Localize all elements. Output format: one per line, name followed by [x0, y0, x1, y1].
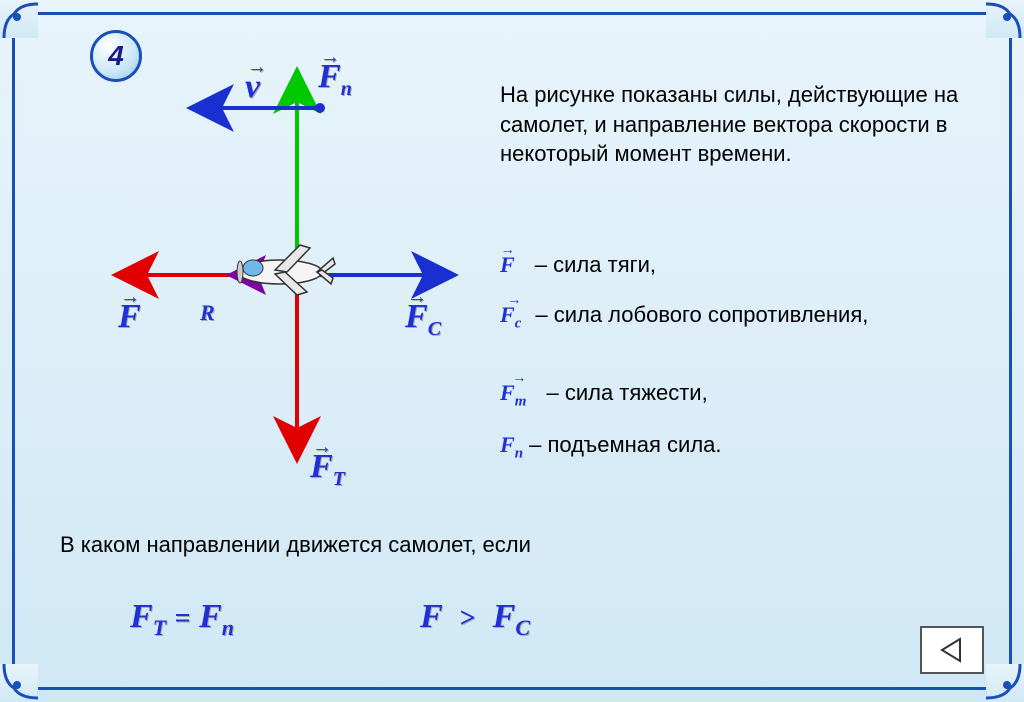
equation-1: FТ = Fп [130, 598, 234, 641]
label-r: R [200, 300, 215, 326]
equation-2: F > FС [420, 598, 530, 641]
airplane-icon [225, 240, 340, 300]
label-f-thrust: →F [118, 298, 141, 336]
corner-ornament-tr [986, 0, 1024, 38]
force-diagram: →v →Fп →F →FС →FТ R [60, 40, 490, 480]
label-f-gravity: →FТ [310, 448, 345, 491]
corner-ornament-bl [0, 664, 38, 702]
corner-ornament-tl [0, 0, 38, 38]
label-f-drag: →FС [405, 298, 441, 341]
back-button[interactable] [920, 626, 984, 674]
corner-ornament-br [986, 664, 1024, 702]
triangle-left-icon [938, 636, 966, 664]
legend-fp: Fп – подъемная сила. [500, 430, 960, 464]
legend-fc: Fс→– сила лобового сопротивления, [500, 300, 960, 334]
legend-ft: Fт→ – сила тяжести, [500, 378, 960, 412]
question-text: В каком направлении движется самолет, ес… [60, 530, 531, 560]
legend-f: F→ – сила тяги, [500, 250, 960, 280]
label-f-lift: →Fп [318, 58, 352, 101]
intro-text: На рисунке показаны силы, действующие на… [500, 80, 960, 169]
label-v: →v [245, 68, 260, 106]
